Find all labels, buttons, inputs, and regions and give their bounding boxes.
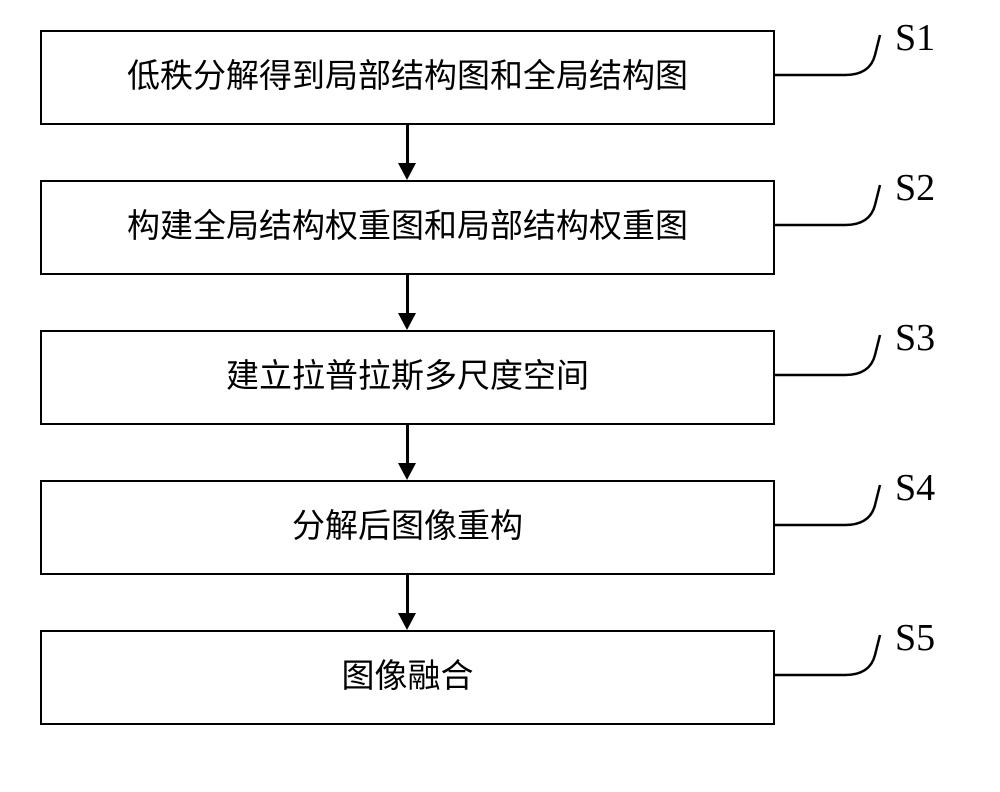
- connector-curve-icon: [775, 180, 895, 255]
- step-box-s1: 低秩分解得到局部结构图和全局结构图: [40, 30, 775, 125]
- arrow-line: [406, 125, 409, 165]
- step-box-s5: 图像融合: [40, 630, 775, 725]
- connector-curve-icon: [775, 330, 895, 405]
- step-text: 构建全局结构权重图和局部结构权重图: [127, 208, 688, 248]
- arrow-head-icon: [398, 163, 416, 180]
- step-box-s2: 构建全局结构权重图和局部结构权重图: [40, 180, 775, 275]
- connector-curve-icon: [775, 480, 895, 555]
- step-label-s4: S4: [895, 466, 935, 510]
- step-label-s1: S1: [895, 16, 935, 60]
- arrow-head-icon: [398, 313, 416, 330]
- arrow-line: [406, 425, 409, 465]
- step-text: 建立拉普拉斯多尺度空间: [226, 358, 589, 398]
- step-label-s3: S3: [895, 316, 935, 360]
- step-box-s4: 分解后图像重构: [40, 480, 775, 575]
- arrow-head-icon: [398, 613, 416, 630]
- step-box-s3: 建立拉普拉斯多尺度空间: [40, 330, 775, 425]
- arrow-line: [406, 275, 409, 315]
- arrow-line: [406, 575, 409, 615]
- step-text: 图像融合: [342, 658, 474, 698]
- step-text: 分解后图像重构: [292, 508, 523, 548]
- step-label-s2: S2: [895, 166, 935, 210]
- connector-curve-icon: [775, 30, 895, 105]
- step-text: 低秩分解得到局部结构图和全局结构图: [127, 58, 688, 98]
- step-label-s5: S5: [895, 616, 935, 660]
- connector-curve-icon: [775, 630, 895, 705]
- arrow-head-icon: [398, 463, 416, 480]
